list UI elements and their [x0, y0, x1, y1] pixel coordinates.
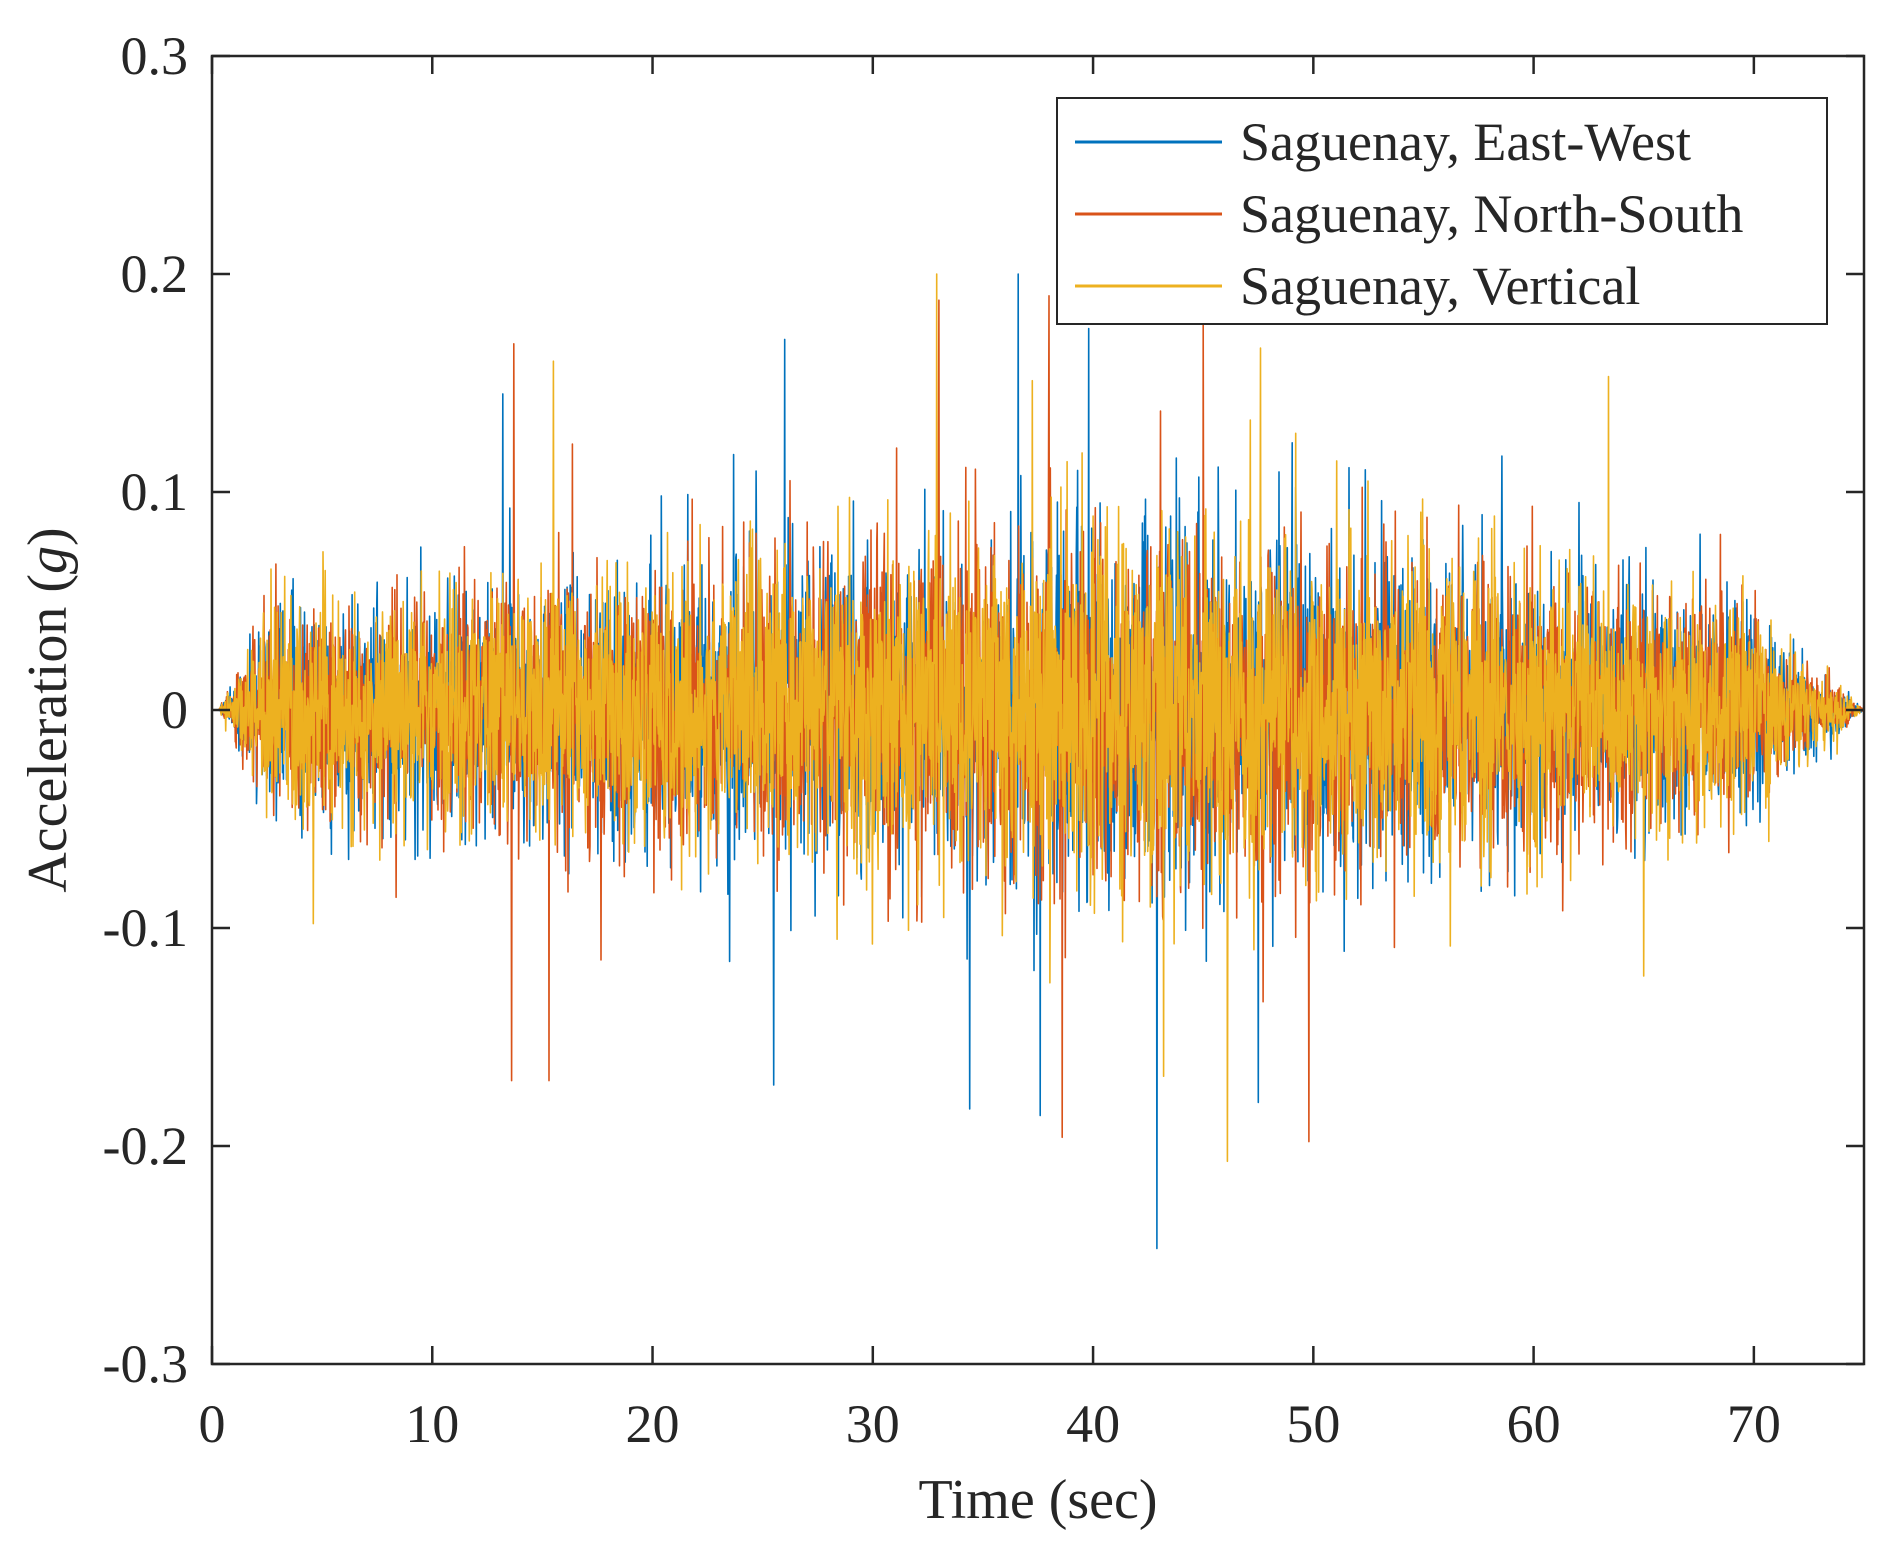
legend-label-2: Saguenay, North-South — [1240, 184, 1743, 244]
x-tick-label: 70 — [1727, 1394, 1781, 1454]
y-tick-label: 0.3 — [121, 26, 189, 86]
plot-frame — [210, 54, 1866, 1366]
x-tick-label: 50 — [1286, 1394, 1340, 1454]
series-layer — [212, 273, 1864, 1250]
x-tick-labels: 0 10 20 30 40 50 60 70 — [199, 1394, 1781, 1454]
x-tick-label: 10 — [405, 1394, 459, 1454]
series-line-3 — [212, 273, 1864, 1163]
y-tick-label: 0.2 — [121, 244, 189, 304]
x-tick-label: 40 — [1066, 1394, 1120, 1454]
legend-label-3: Saguenay, Vertical — [1240, 256, 1640, 316]
y-tick-label: 0 — [161, 680, 188, 740]
y-tick-label: -0.3 — [103, 1334, 188, 1394]
y-axis-label-unit: g — [17, 546, 79, 574]
y-axis-label-suffix: ) — [17, 527, 79, 546]
y-axis-label: Acceleration (g) — [17, 527, 79, 892]
y-tick-label: -0.1 — [103, 898, 188, 958]
x-tick-label: 20 — [626, 1394, 680, 1454]
legend-label-1: Saguenay, East-West — [1240, 112, 1691, 172]
x-tick-label: 60 — [1507, 1394, 1561, 1454]
x-axis-label: Time (sec) — [918, 1469, 1157, 1531]
legend: Saguenay, East-West Saguenay, North-South… — [1056, 97, 1828, 325]
y-tick-label: 0.1 — [121, 462, 189, 522]
y-axis-label-prefix: Acceleration ( — [17, 574, 79, 893]
x-tick-label: 30 — [846, 1394, 900, 1454]
series-line-2 — [212, 295, 1864, 1143]
y-tick-labels: -0.3 -0.2 -0.1 0 0.1 0.2 0.3 — [103, 26, 188, 1394]
y-tick-label: -0.2 — [103, 1116, 188, 1176]
x-tick-label: 0 — [199, 1394, 226, 1454]
